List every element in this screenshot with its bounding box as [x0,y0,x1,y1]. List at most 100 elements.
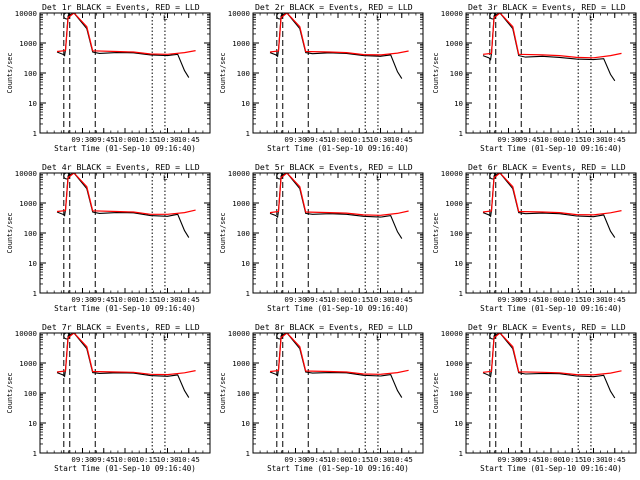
y-tick-label: 10 [241,99,250,108]
x-tick-label: 10:00 [327,455,349,464]
x-axis-label: Start Time (01-Sep-10 09:16:40) [267,464,409,473]
x-tick-label: 10:45 [178,455,200,464]
y-tick-label: 100 [450,389,463,398]
series-group [56,333,196,398]
y-tick-label: 10 [28,419,37,428]
lld-marker-label: L [163,173,168,182]
plot-frame [252,172,424,294]
plot-frame [252,332,424,454]
x-tick-label: 10:45 [604,455,626,464]
x-tick-label: 09:45 [519,455,541,464]
x-tick-label: 10:15 [348,295,370,304]
x-tick-label: 09:30 [497,135,519,144]
x-tick-label: 09:30 [71,135,93,144]
x-tick-label: 10:30 [156,135,178,144]
x-axis-label: Start Time (01-Sep-10 09:16:40) [54,464,196,473]
y-tick-label: 1000 [445,359,463,368]
y-axis-label: Counts/sec [6,53,14,94]
lld-series-line [56,333,196,376]
plot-frame [39,172,211,294]
x-axis-label: Start Time (01-Sep-10 09:16:40) [267,304,409,313]
y-tick-label: 10000 [228,169,250,178]
y-tick-label: 1 [33,289,37,298]
lld-series-line [56,13,196,55]
y-tick-label: 10000 [441,329,463,338]
y-tick-label: 1000 [232,39,250,48]
panel-title: Det 7r BLACK = Events, RED = LLD [42,322,200,332]
y-tick-label: 10 [454,259,463,268]
lld-marker-label: L [376,13,381,22]
y-tick-label: 1000 [445,199,463,208]
y-tick-label: 10000 [228,9,250,18]
x-tick-label: 10:00 [540,135,562,144]
y-axis-label: Counts/sec [432,53,440,94]
x-tick-label: 10:30 [369,455,391,464]
x-tick-label: 09:30 [284,135,306,144]
panel-title: Det 2r BLACK = Events, RED = LLD [255,2,413,12]
y-tick-label: 1 [246,129,250,138]
y-tick-label: 10000 [228,329,250,338]
x-tick-label: 09:45 [93,135,115,144]
panel-title: Det 9r BLACK = Events, RED = LLD [468,322,626,332]
x-tick-label: 10:00 [540,295,562,304]
lld-marker-label: L [589,333,594,342]
x-axis-label: Start Time (01-Sep-10 09:16:40) [480,304,622,313]
y-tick-label: 10 [454,99,463,108]
x-tick-label: 09:30 [497,455,519,464]
x-tick-label: 09:45 [306,455,328,464]
panel-title: Det 1r BLACK = Events, RED = LLD [42,2,200,12]
lld-series-line [269,173,409,216]
y-tick-label: 10000 [441,9,463,18]
events-series-line [482,13,616,82]
y-tick-label: 1000 [19,39,37,48]
x-tick-label: 10:45 [391,295,413,304]
plot-frame [465,332,637,454]
x-tick-label: 09:45 [306,295,328,304]
lld-marker-label: L [163,333,168,342]
events-series-line [56,333,190,398]
x-tick-label: 10:00 [114,135,136,144]
x-tick-label: 10:00 [114,295,136,304]
x-tick-label: 10:45 [391,135,413,144]
x-tick-label: 09:30 [71,455,93,464]
x-tick-label: 10:15 [348,455,370,464]
x-tick-label: 10:00 [114,455,136,464]
x-tick-label: 10:00 [540,455,562,464]
panel-2: Det 2r BLACK = Events, RED = LLD10000100… [219,2,424,153]
events-series-line [56,13,190,78]
y-tick-label: 1 [459,449,463,458]
x-tick-label: 09:45 [306,135,328,144]
x-tick-label: 10:30 [582,295,604,304]
x-axis-label: Start Time (01-Sep-10 09:16:40) [480,144,622,153]
series-group [269,173,409,239]
y-axis-label: Counts/sec [432,213,440,254]
y-tick-label: 1 [33,129,37,138]
y-tick-label: 1 [246,449,250,458]
x-tick-label: 09:45 [519,135,541,144]
x-axis-label: Start Time (01-Sep-10 09:16:40) [480,464,622,473]
y-tick-label: 10 [454,419,463,428]
panel-title: Det 4r BLACK = Events, RED = LLD [42,162,200,172]
x-tick-label: 10:15 [561,295,583,304]
y-tick-label: 10 [241,259,250,268]
x-tick-label: 10:15 [561,135,583,144]
lld-marker-label: L [589,173,594,182]
series-group [482,333,622,399]
y-tick-label: 100 [450,229,463,238]
x-tick-label: 10:30 [156,455,178,464]
lld-marker-label: L [376,173,381,182]
y-tick-label: 1 [459,129,463,138]
series-group [269,13,409,79]
x-tick-label: 10:45 [391,455,413,464]
lld-series-line [482,173,622,216]
y-tick-label: 1 [246,289,250,298]
series-group [56,173,196,238]
y-tick-label: 100 [24,389,37,398]
x-tick-label: 10:30 [369,135,391,144]
y-tick-label: 1000 [232,199,250,208]
lld-series-line [482,13,622,59]
y-tick-label: 10000 [441,169,463,178]
x-tick-label: 10:45 [178,135,200,144]
plot-frame [39,12,211,134]
